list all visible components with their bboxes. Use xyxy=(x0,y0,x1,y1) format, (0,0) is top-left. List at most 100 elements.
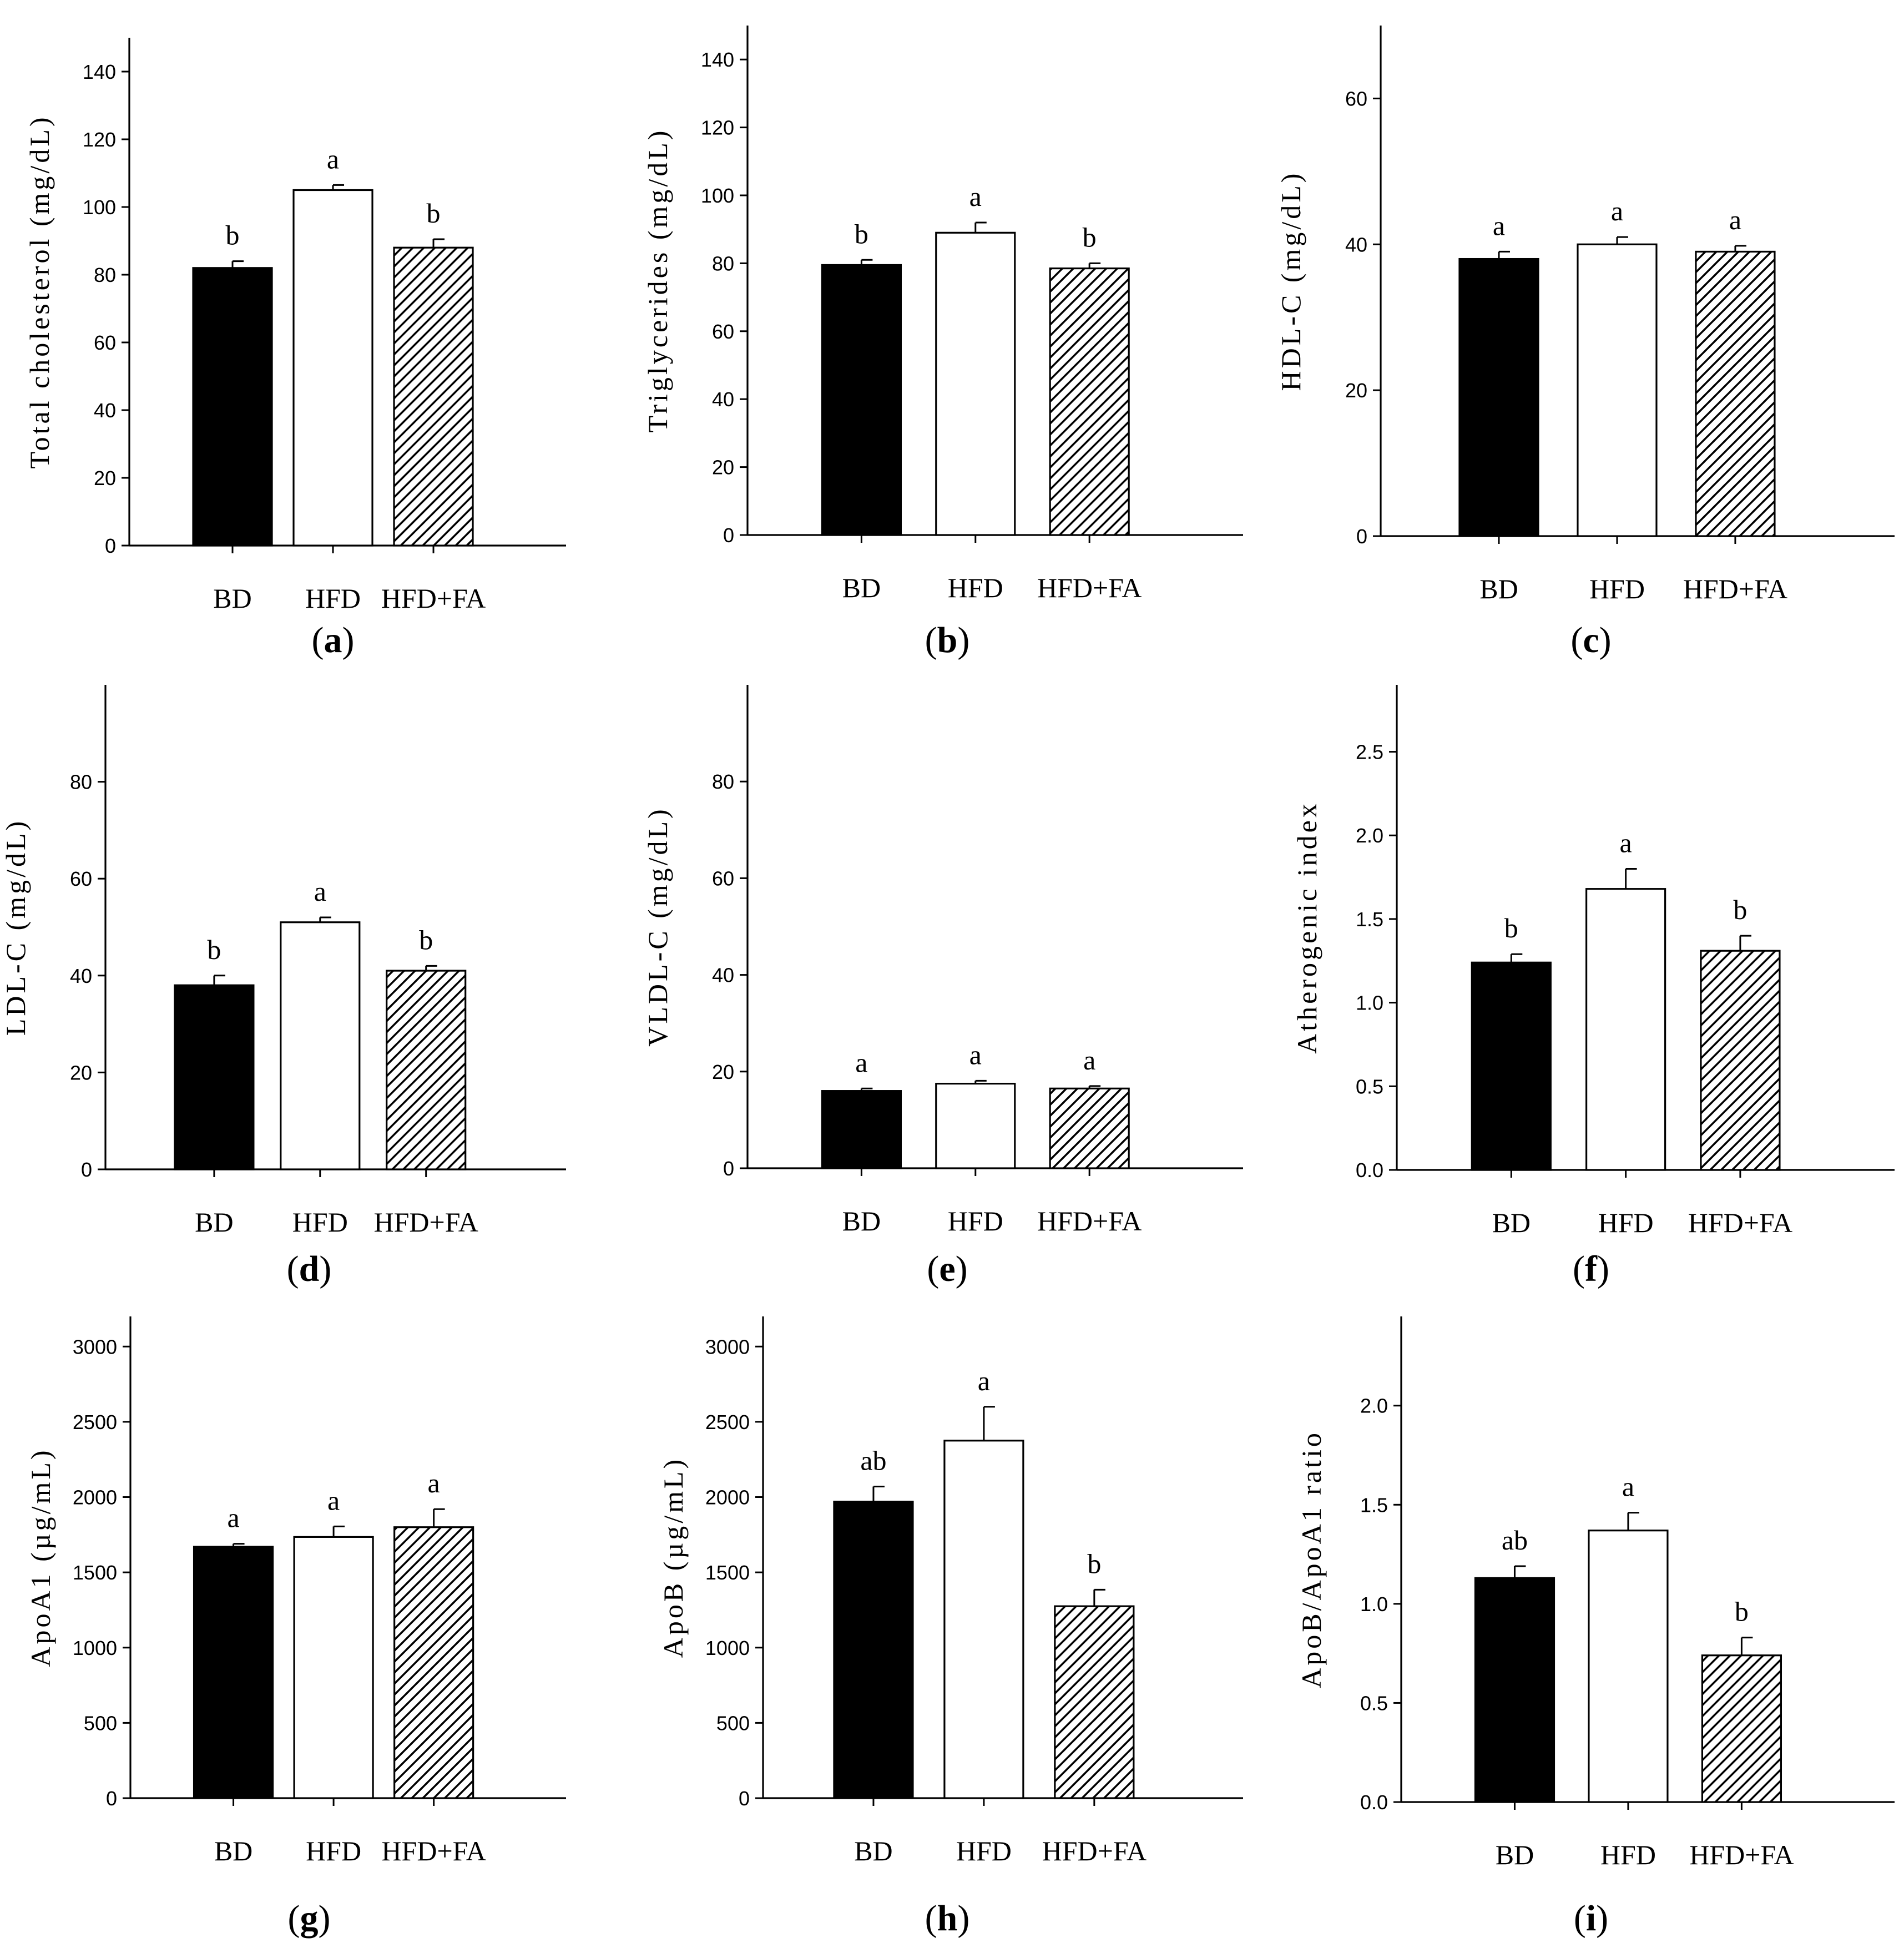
category-label: HFD+FA xyxy=(1689,1839,1794,1870)
panel-letter: b xyxy=(937,620,958,660)
chart-panel-a: 0 20 40 60 80 100 120 140 Total cholesterol (mg/… xyxy=(24,38,566,660)
significance-letter: a xyxy=(969,181,982,212)
category-label: HFD xyxy=(948,1205,1003,1237)
category-label: BD xyxy=(1492,1207,1531,1238)
y-tick-label: 40 xyxy=(94,399,116,422)
category-label: HFD+FA xyxy=(1037,572,1142,603)
panel-letter: e xyxy=(939,1249,955,1289)
chart-panel-f: 0.0 0.5 1.0 1.5 2.0 2.5 Atherogenic index BD b HF… xyxy=(1291,685,1895,1289)
y-tick-label: 1.0 xyxy=(1356,992,1383,1015)
y-tick-label: 500 xyxy=(716,1712,750,1734)
y-tick-label: 20 xyxy=(94,467,116,489)
y-tick-label: 60 xyxy=(70,867,92,890)
significance-letter: b xyxy=(1735,1596,1749,1627)
chart-panel-c: 0 20 40 60 HDL-C (mg/dL) BD a HFD a HFD+FA a (c) xyxy=(1275,26,1895,660)
y-tick-label: 40 xyxy=(712,388,734,411)
significance-letter: a xyxy=(969,1039,982,1070)
y-tick-label: 2.0 xyxy=(1356,824,1383,847)
y-tick-label: 20 xyxy=(712,1061,734,1083)
panel-label: (i) xyxy=(1574,1898,1608,1939)
bar-hfd xyxy=(280,921,361,1170)
y-tick-label: 60 xyxy=(712,320,734,343)
y-axis-title: Atherogenic index xyxy=(1291,801,1322,1054)
y-tick-label: 2.5 xyxy=(1356,741,1383,764)
bar-bd xyxy=(821,1090,902,1169)
panel-label: (d) xyxy=(287,1249,332,1289)
y-axis-title: Total cholesterol (mg/dL) xyxy=(24,114,55,468)
y-tick-label: 0 xyxy=(106,1787,117,1810)
significance-letter: ab xyxy=(860,1445,886,1476)
category-label: HFD xyxy=(1589,573,1645,604)
significance-letter: a xyxy=(1622,1471,1634,1502)
y-tick-label: 2000 xyxy=(73,1486,117,1509)
y-tick-label: 40 xyxy=(712,964,734,987)
y-tick-label: 0 xyxy=(723,524,734,547)
y-axis-title: ApoB (µg/mL) xyxy=(658,1457,689,1658)
chart-panel-e: 0 20 40 60 80 VLDL-C (mg/dL) BD a HFD a HFD+FA a (e) xyxy=(642,685,1243,1289)
y-tick-label: 60 xyxy=(712,867,734,890)
y-tick-label: 1.5 xyxy=(1360,1493,1388,1516)
y-tick-label: 40 xyxy=(1345,233,1367,256)
bar-hfd-fa xyxy=(1049,1087,1130,1169)
y-tick-label: 2.0 xyxy=(1360,1395,1388,1417)
panel-letter: c xyxy=(1583,620,1599,660)
significance-letter: b xyxy=(1504,912,1518,943)
panel-label: (a) xyxy=(312,620,355,660)
y-tick-label: 2500 xyxy=(73,1411,117,1434)
bar-hfd xyxy=(943,1440,1024,1799)
significance-letter: b xyxy=(855,218,868,249)
bar-hfd xyxy=(292,189,373,547)
y-tick-label: 3000 xyxy=(705,1335,750,1358)
y-tick-label: 80 xyxy=(712,252,734,275)
bar-bd xyxy=(833,1501,914,1799)
significance-letter: b xyxy=(419,924,433,955)
significance-letter: b xyxy=(1083,221,1097,253)
significance-letter: b xyxy=(1733,894,1747,925)
bar-hfd-fa xyxy=(1695,250,1776,537)
bar-hfd-fa xyxy=(386,970,467,1170)
y-tick-label: 40 xyxy=(70,965,92,987)
y-tick-label: 0.0 xyxy=(1360,1791,1388,1814)
category-label: HFD xyxy=(948,572,1003,603)
panel-letter: g xyxy=(300,1898,319,1939)
y-tick-label: 0 xyxy=(1356,525,1367,548)
category-label: HFD+FA xyxy=(1683,573,1787,604)
category-label: BD xyxy=(842,1205,881,1237)
significance-letter: a xyxy=(1083,1044,1095,1076)
bar-hfd-fa xyxy=(393,246,474,547)
significance-letter: a xyxy=(428,1467,440,1498)
panel-letter: d xyxy=(299,1249,320,1289)
bar-hfd xyxy=(1588,1530,1669,1803)
significance-letter: b xyxy=(207,934,221,965)
bar-bd xyxy=(192,267,273,547)
panel-label: (g) xyxy=(288,1898,331,1939)
panel-letter: h xyxy=(937,1898,958,1939)
significance-letter: a xyxy=(1729,204,1741,235)
panel-label: (h) xyxy=(925,1898,970,1939)
significance-letter: a xyxy=(327,143,339,174)
chart-panel-b: 0 20 40 60 80 100 120 140 Triglycerides (mg/dL) B… xyxy=(642,26,1243,660)
y-tick-label: 140 xyxy=(701,48,734,71)
category-label: HFD xyxy=(1600,1839,1656,1870)
y-tick-label: 0.0 xyxy=(1356,1159,1383,1182)
bar-hfd xyxy=(935,1082,1016,1169)
panel-letter: a xyxy=(324,620,342,660)
y-tick-label: 80 xyxy=(712,770,734,793)
significance-letter: a xyxy=(327,1485,340,1516)
y-tick-label: 0 xyxy=(739,1787,750,1810)
significance-letter: a xyxy=(1620,827,1632,859)
bar-hfd-fa xyxy=(1054,1605,1135,1799)
y-axis-title: HDL-C (mg/dL) xyxy=(1275,171,1306,391)
chart-panel-i: 0.0 0.5 1.0 1.5 2.0 ApoB/ApoA1 ratio BD ab HFD a H… xyxy=(1296,1316,1895,1939)
category-label: BD xyxy=(213,583,251,614)
category-label: HFD+FA xyxy=(1042,1835,1147,1866)
bar-bd xyxy=(1471,961,1552,1171)
panel-letter: f xyxy=(1585,1249,1598,1289)
y-tick-label: 3000 xyxy=(73,1335,117,1358)
category-label: BD xyxy=(195,1207,233,1238)
bar-hfd xyxy=(1577,243,1658,537)
category-label: BD xyxy=(1479,573,1518,604)
panel-letter: i xyxy=(1586,1898,1596,1939)
category-label: HFD+FA xyxy=(373,1207,478,1238)
